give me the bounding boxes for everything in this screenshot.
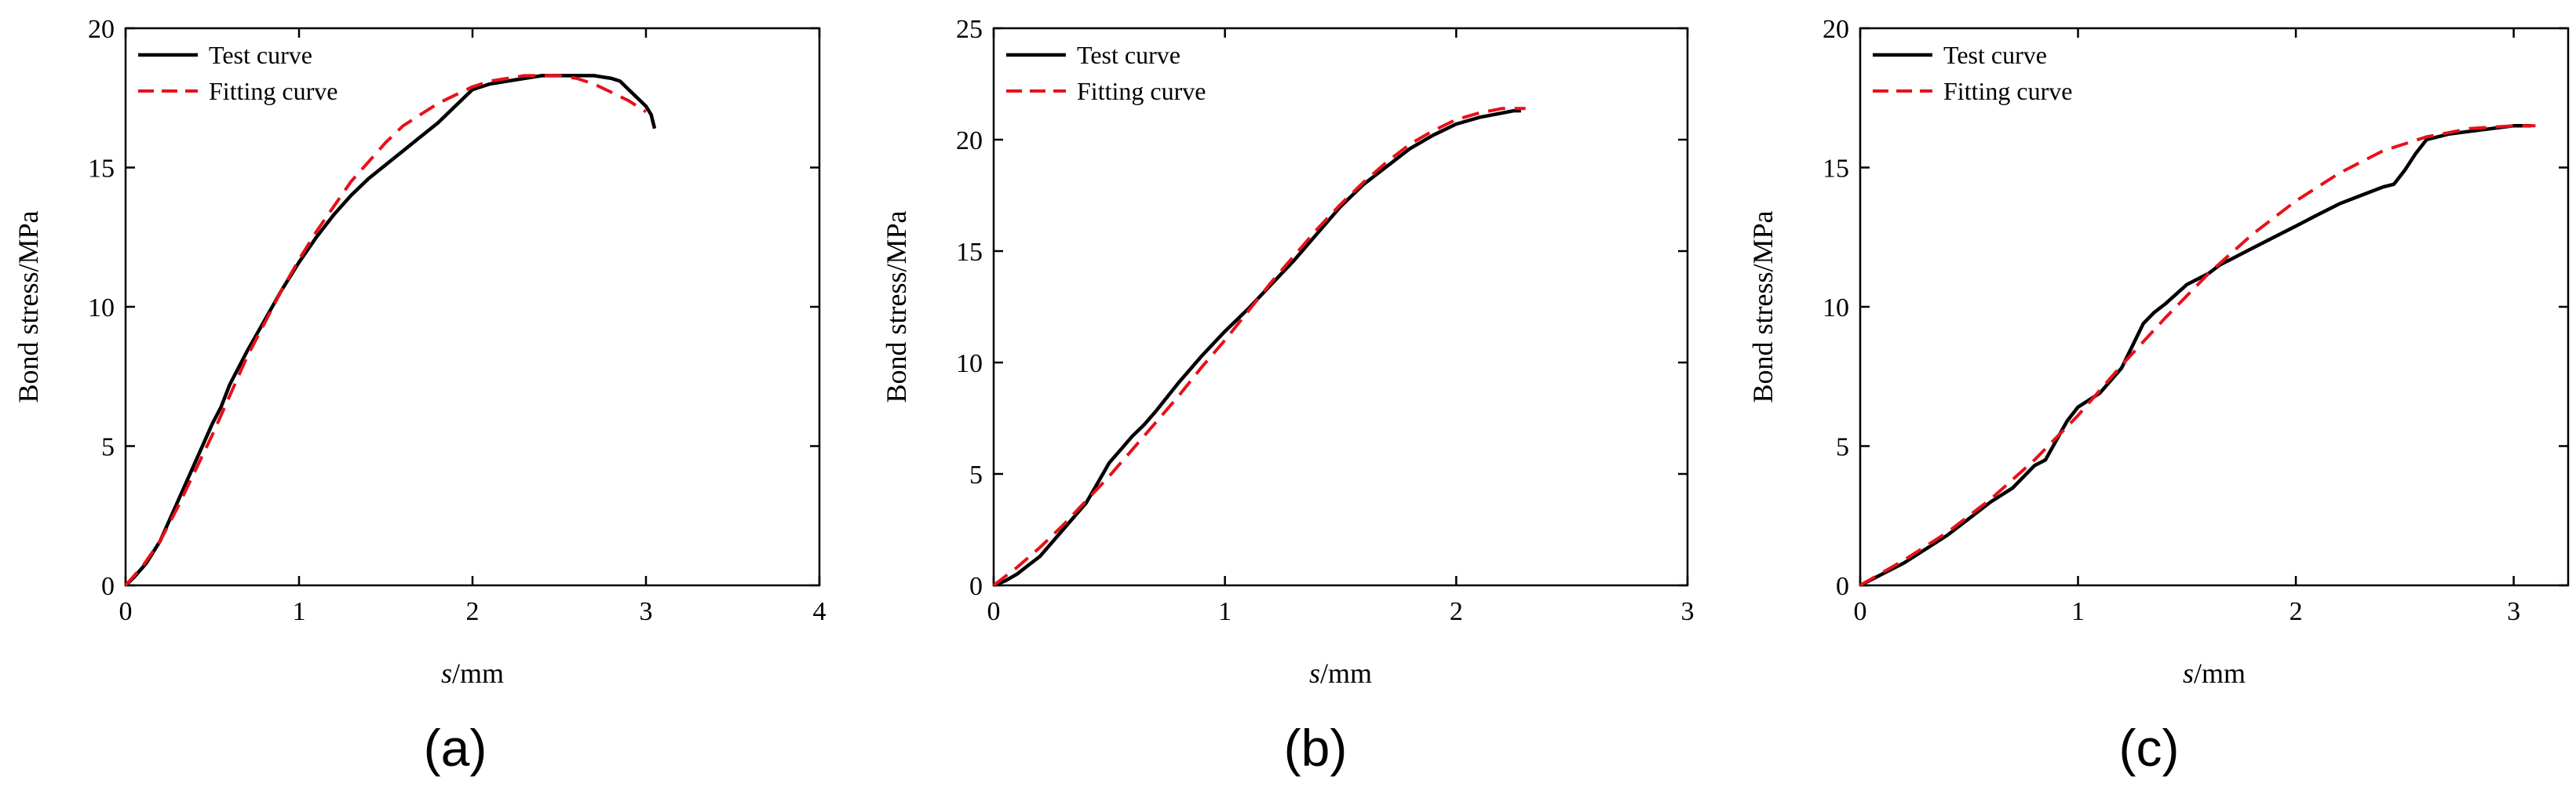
y-tick-label: 5 <box>1836 433 1849 462</box>
y-tick-label: 5 <box>969 461 983 490</box>
chart-panel-2: 0 1 2 3 0 5 10 15 20 25 s/mm Bond stress/MPa Test cu… <box>881 15 1695 777</box>
legend-label: Fitting curve <box>209 77 338 105</box>
fitting-curve-line <box>124 74 648 587</box>
y-tick-label: 25 <box>956 15 983 44</box>
x-tick-label: 0 <box>1854 597 1867 626</box>
y-tick-label: 5 <box>101 433 115 462</box>
x-tick-label: 2 <box>466 597 480 626</box>
legend-label: Test curve <box>209 41 312 69</box>
legend-label: Test curve <box>1077 41 1180 69</box>
panel-label: (c) <box>2119 719 2180 777</box>
legend-label: Test curve <box>1943 41 2047 69</box>
y-tick-label: 20 <box>1823 15 1849 44</box>
x-tick-label: 3 <box>1681 597 1695 626</box>
x-tick-label: 1 <box>293 597 306 626</box>
test-curve-line <box>1859 124 2531 588</box>
y-tick-label: 15 <box>956 238 983 267</box>
y-tick-label: 15 <box>88 155 115 184</box>
plot-frame <box>992 27 1689 587</box>
fitting-curve-line <box>1859 124 2536 587</box>
x-tick-label: 1 <box>2071 597 2085 626</box>
x-tick-label: 3 <box>2507 597 2520 626</box>
y-tick-label: 0 <box>101 572 115 601</box>
y-tick-label: 10 <box>956 349 983 378</box>
test-curve-line <box>124 74 657 587</box>
y-tick-label: 0 <box>969 572 983 601</box>
y-tick-label: 10 <box>1823 293 1849 322</box>
chart-panel-1: 0 1 2 3 4 0 5 10 15 20 s/mm Bond stress/MPa Test cur… <box>13 15 826 777</box>
x-tick-label: 0 <box>987 597 1001 626</box>
y-tick-label: 20 <box>88 15 115 44</box>
fitting-curve-line <box>992 107 1526 587</box>
y-tick-label: 10 <box>88 293 115 322</box>
y-axis-title: Bond stress/MPa <box>1747 210 1779 403</box>
plot-frame <box>124 27 821 587</box>
y-tick-label: 0 <box>1836 572 1849 601</box>
x-tick-label: 2 <box>1450 597 1463 626</box>
x-tick-label: 1 <box>1218 597 1231 626</box>
y-tick-label: 15 <box>1823 155 1849 184</box>
x-tick-label: 3 <box>640 597 653 626</box>
legend-label: Fitting curve <box>1943 77 2072 105</box>
x-tick-label: 0 <box>119 597 133 626</box>
legend-label: Fitting curve <box>1077 77 1206 105</box>
chart-panel-3: 0 1 2 3 0 5 10 15 20 s/mm Bond stress/MPa Test curv… <box>1747 15 2570 777</box>
x-axis-title: s/mm <box>2183 658 2246 689</box>
y-axis-title: Bond stress/MPa <box>13 210 44 403</box>
plot-frame <box>1859 27 2570 587</box>
x-tick-label: 2 <box>2290 597 2303 626</box>
y-tick-label: 20 <box>956 126 983 155</box>
panel-label: (b) <box>1284 719 1348 777</box>
test-curve-line <box>993 108 1521 588</box>
x-axis-title: s/mm <box>441 658 504 689</box>
x-tick-label: 4 <box>813 597 826 626</box>
y-axis-title: Bond stress/MPa <box>881 210 912 403</box>
x-axis-title: s/mm <box>1309 658 1372 689</box>
panel-label: (a) <box>424 719 487 777</box>
